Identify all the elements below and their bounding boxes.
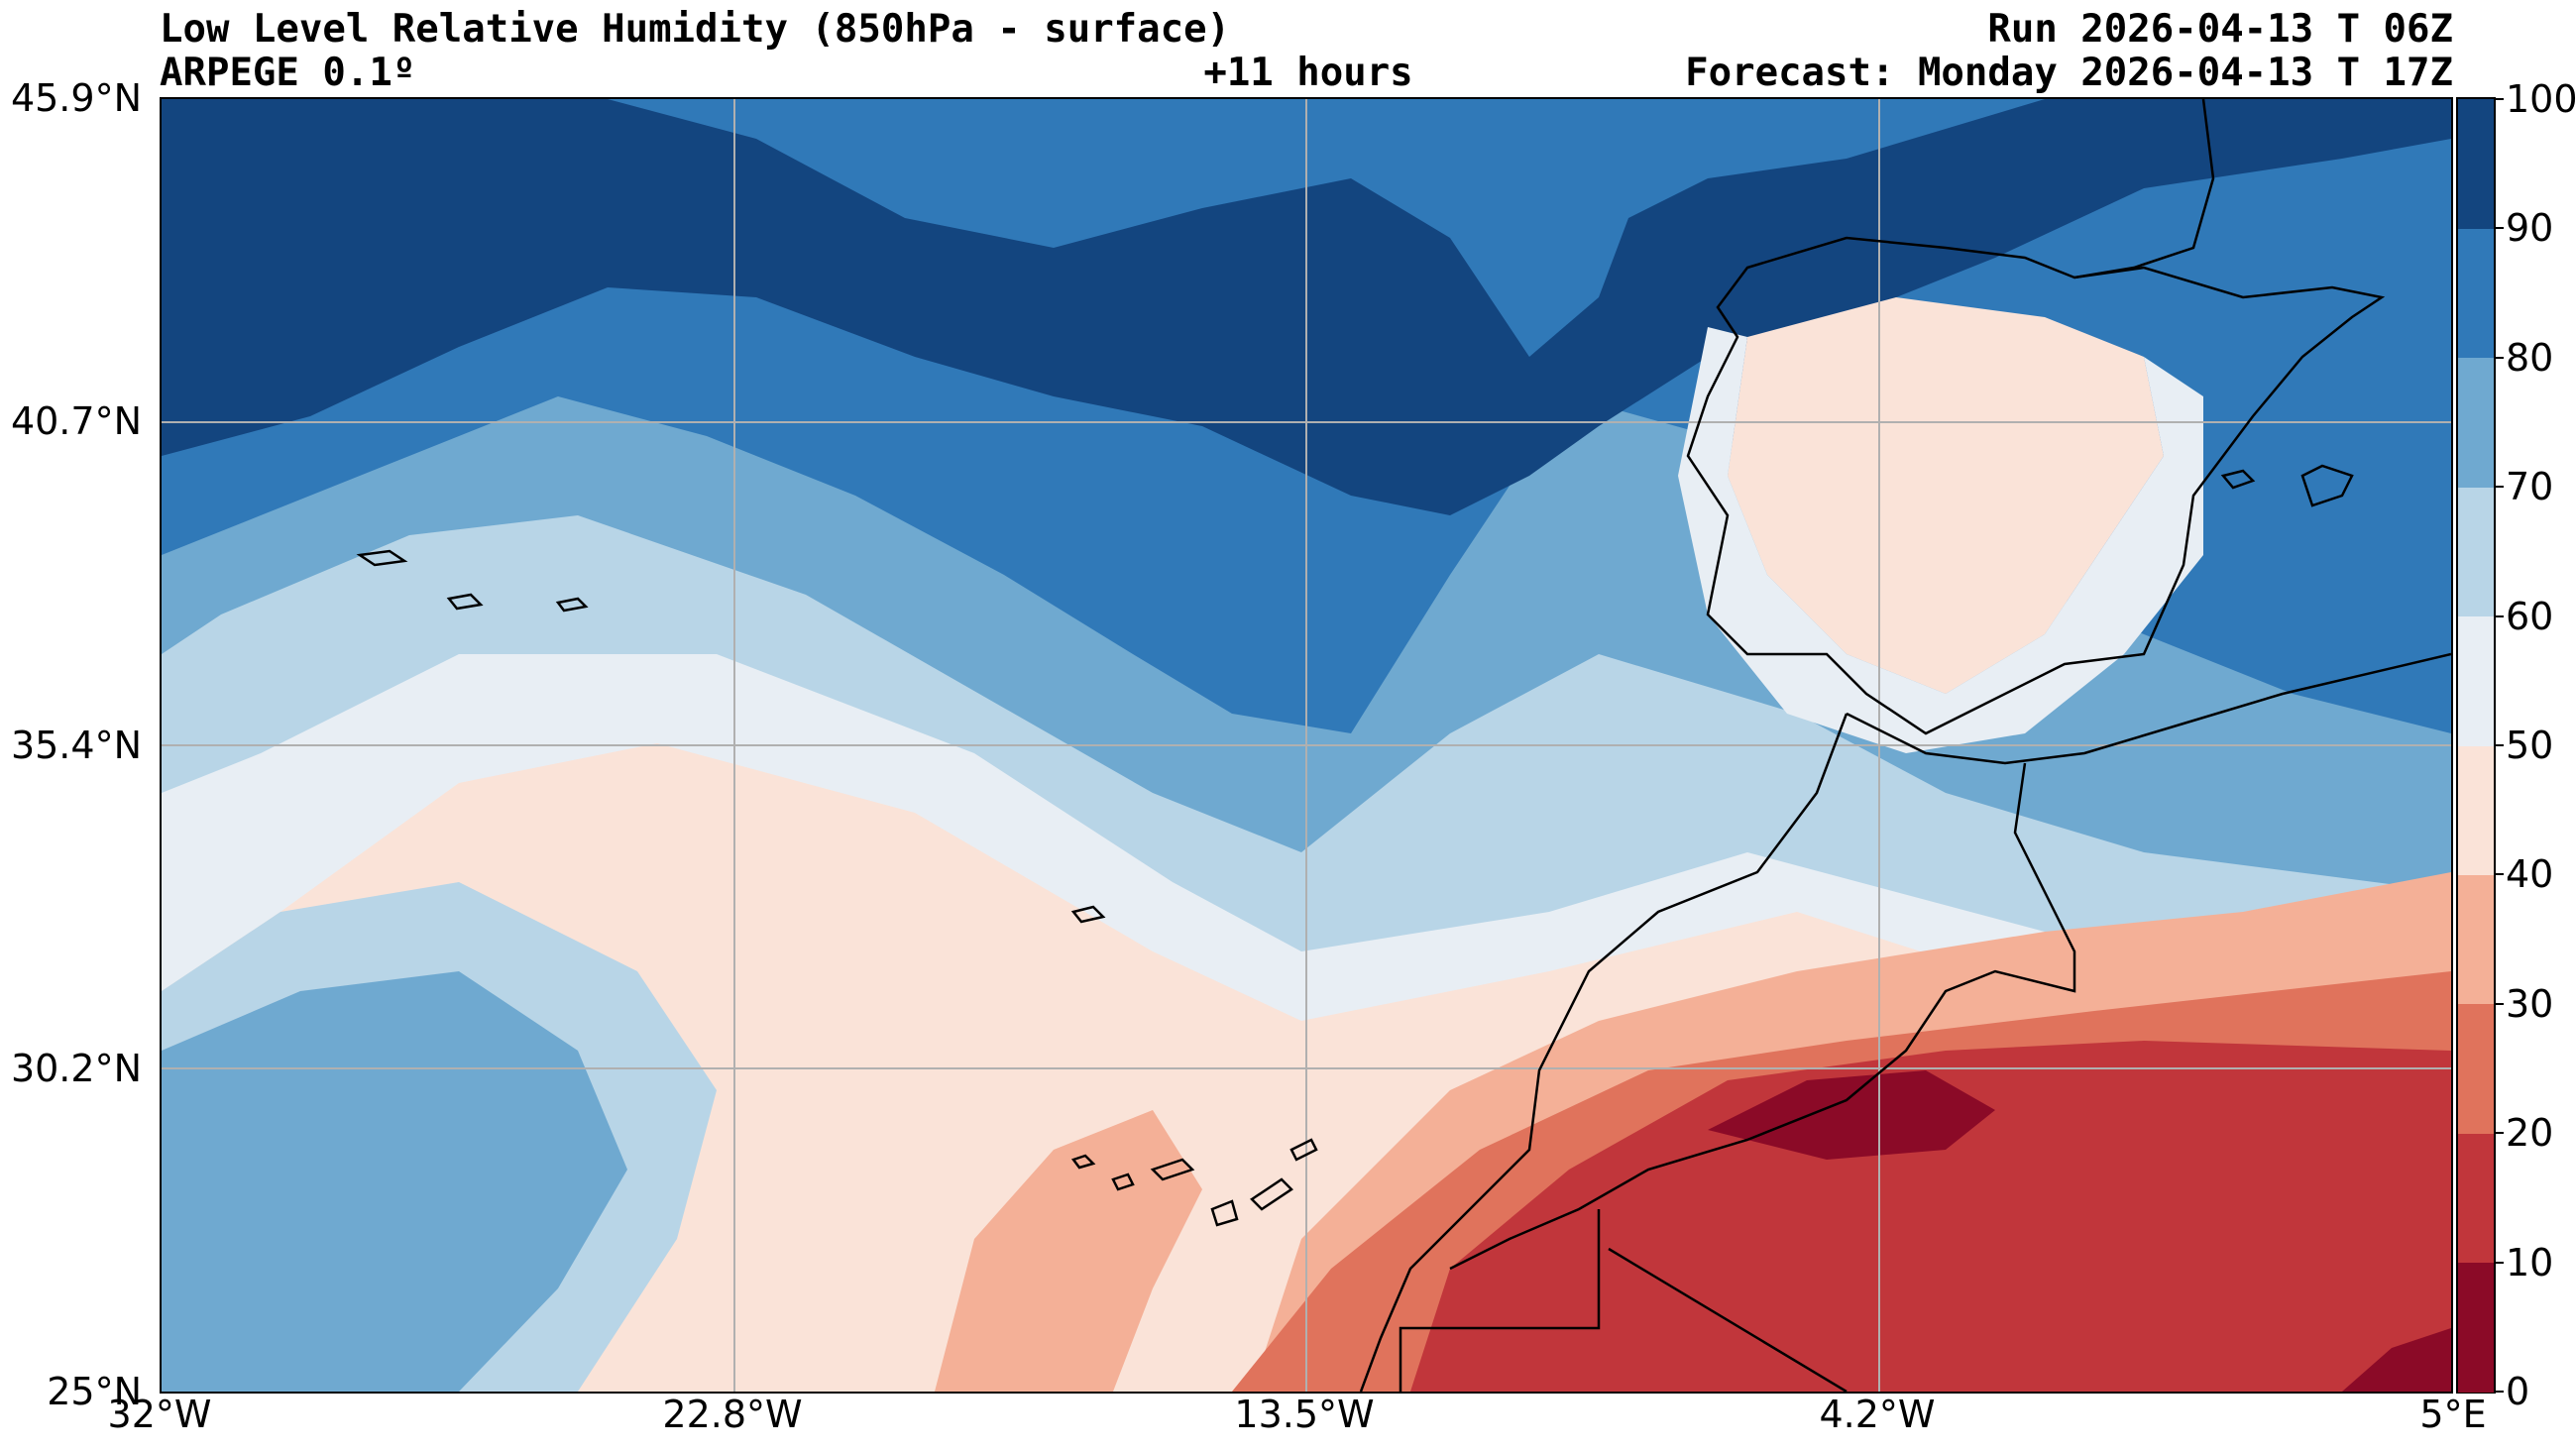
band-30-40-ocean [935,1110,1202,1392]
band-40-50-iberia [1728,297,2164,694]
colorbar-segment [2458,487,2494,617]
coastlines [356,99,2451,1392]
colorbar-segment [2458,1003,2494,1134]
lat-label: 30.2°N [10,1047,142,1090]
colorbar-tick [2496,486,2504,489]
lat-label: 45.9°N [10,76,142,120]
colorbar-tick-label: 90 [2506,206,2554,251]
band-0-10-se [2342,1328,2451,1392]
colorbar-tick [2496,744,2504,746]
canary-island [1150,1158,1195,1181]
azores-island [356,549,408,567]
balearic-coast [2220,469,2256,490]
canary-island [1250,1177,1293,1211]
colorbar-segment [2458,1133,2494,1264]
colorbar-tick [2496,1391,2504,1393]
colorbar-tick-label: 10 [2506,1240,2554,1284]
border-morocco-algeria [1449,762,2076,1271]
africa-coast [1359,713,1848,1392]
lon-label: 5°E [2419,1393,2487,1436]
colorbar-tick [2496,873,2504,876]
lead-time-label: +11 hours [1203,51,1413,95]
colorbar-tick-label: 0 [2506,1370,2530,1413]
lat-label: 40.7°N [10,399,142,443]
colorbar-segment [2458,874,2494,1005]
colorbar-tick [2496,1132,2504,1135]
model-label: ARPEGE 0.1º [160,51,416,95]
colorbar-segment [2458,615,2494,746]
humidity-colorbar [2456,97,2496,1394]
lat-label: 35.4°N [10,724,142,767]
canary-island [1210,1199,1239,1227]
colorbar-tick-label: 60 [2506,594,2554,638]
canary-island [1070,1154,1096,1170]
colorbar-tick-label: 80 [2506,335,2554,380]
canary-island [1111,1173,1135,1191]
lat-label: 25°N [47,1370,142,1413]
madeira-island-2 [1070,905,1106,924]
colorbar-tick-label: 40 [2506,852,2554,897]
france-coast [2073,99,2215,279]
lon-label: 4.2°W [1819,1393,1936,1436]
band-0-10 [1708,1070,1995,1160]
map-title: Low Level Relative Humidity (850hPa - su… [160,7,1231,52]
azores-island [446,593,484,611]
colorbar-tick [2496,1261,2504,1264]
lon-label: 22.8°W [662,1393,803,1436]
band-70-80-sw [162,971,627,1392]
colorbar-segment [2458,357,2494,488]
colorbar-tick-label: 30 [2506,981,2554,1026]
africa-coast-north [1846,652,2451,765]
graticule [162,99,2451,1392]
run-label: Run 2026-04-13 T 06Z [1987,7,2453,52]
colorbar-tick [2496,1002,2504,1005]
colorbar-tick [2496,227,2504,230]
humidity-map [160,97,2453,1394]
colorbar-segment [2458,745,2494,875]
colorbar-segment [2458,99,2494,229]
colorbar-tick [2496,356,2504,359]
lon-label: 32°W [107,1393,212,1436]
canary-island [1289,1138,1318,1162]
border-mauritania [1608,1247,1848,1392]
colorbar-tick [2496,614,2504,617]
forecast-label: Forecast: Monday 2026-04-13 T 17Z [1685,51,2453,95]
colorbar-tick-label: 100 [2506,77,2576,121]
colorbar-tick [2496,98,2504,100]
border-western-sahara [1399,1209,1601,1392]
colorbar-tick-label: 70 [2506,465,2554,509]
corsica-coast [2300,464,2354,507]
colorbar-tick-label: 20 [2506,1111,2554,1156]
colorbar-tick-label: 50 [2506,724,2554,767]
band-50-60-iberia [1678,327,2203,753]
lon-label: 13.5°W [1234,1393,1375,1436]
band-10-20 [1410,1041,2451,1392]
colorbar-segment [2458,1262,2494,1393]
colorbar-segment [2458,228,2494,359]
iberia-coast [1686,236,2386,735]
madeira-island [555,597,589,613]
